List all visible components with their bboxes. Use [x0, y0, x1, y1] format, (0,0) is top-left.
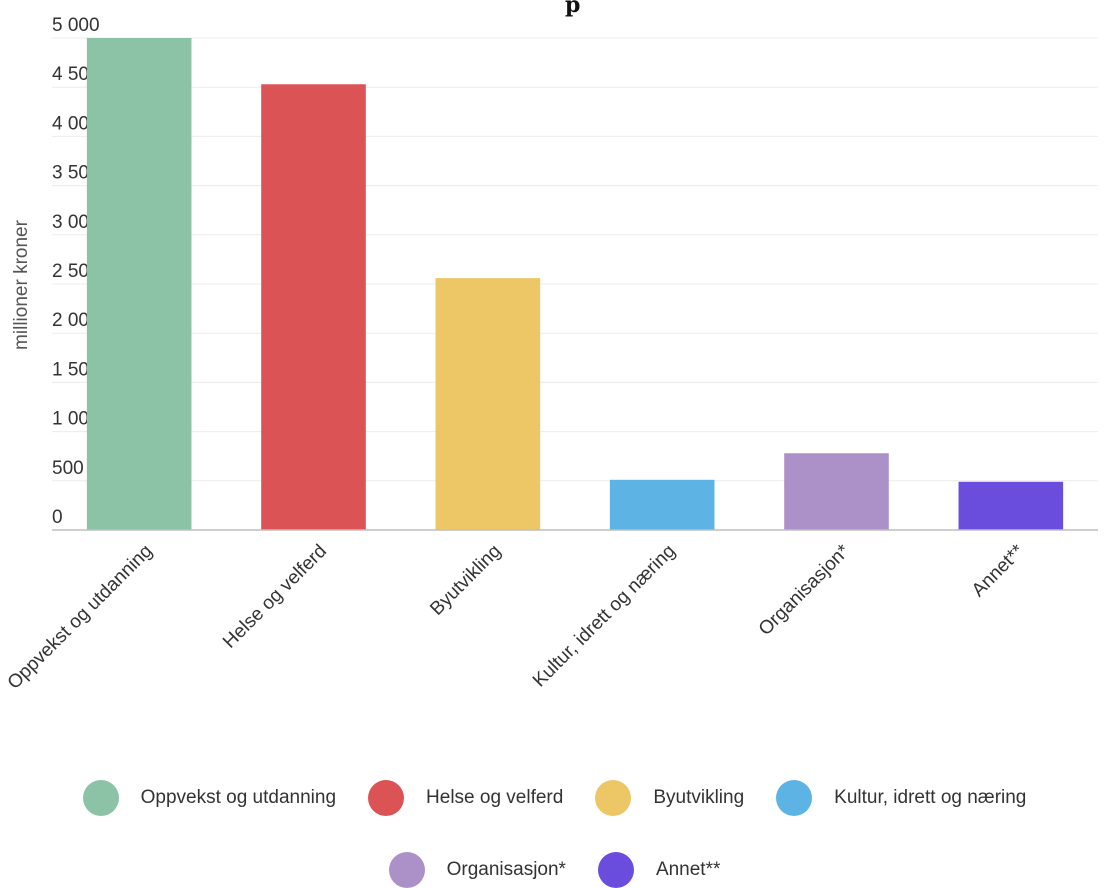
legend-label: Organisasjon* [446, 859, 566, 880]
bar[interactable] [958, 481, 1064, 530]
bar[interactable] [86, 38, 192, 530]
legend-swatch [388, 852, 425, 888]
bar[interactable] [435, 278, 541, 530]
legend-row-2: Organisasjon* Annet** [0, 852, 1109, 888]
y-tick-label: 5 000 [52, 15, 100, 36]
legend-label: Oppvekst og utdanning [140, 787, 337, 808]
bar[interactable] [609, 479, 715, 530]
x-category-label: Annet** [968, 540, 1029, 601]
legend-item[interactable]: Organisasjon* [388, 852, 566, 888]
y-tick-label: 500 [52, 458, 84, 479]
legend-label: Byutvikling [653, 787, 745, 808]
x-category-label: Byutvikling [426, 541, 505, 620]
legend-item[interactable]: Helse og velferd [368, 780, 563, 816]
bars [86, 38, 1064, 531]
x-category-label: Oppvekst og utdanning [4, 541, 157, 694]
legend-label: Kultur, idrett og næring [834, 787, 1027, 808]
legend-item[interactable]: Annet** [597, 852, 721, 888]
legend-label: Annet** [655, 859, 721, 880]
legend-item[interactable]: Byutvikling [595, 780, 744, 816]
chart-title-fragment: p [565, 0, 580, 18]
y-axis-title: millioner kroner [11, 219, 32, 350]
legend-swatch [597, 852, 634, 888]
legend-item[interactable]: Kultur, idrett og næring [776, 780, 1026, 816]
x-axis-category-labels: Oppvekst og utdanning Helse og velferd Byu… [4, 540, 1029, 693]
legend-swatch [595, 780, 632, 816]
gridlines [52, 37, 1098, 482]
x-category-label: Organisasjon* [755, 540, 855, 640]
bar[interactable] [784, 453, 889, 530]
legend-item[interactable]: Oppvekst og utdanning [82, 780, 337, 816]
x-category-label: Kultur, idrett og næring [529, 541, 680, 692]
legend-swatch [368, 780, 405, 816]
legend-label: Helse og velferd [426, 787, 564, 808]
bar[interactable] [261, 84, 366, 531]
x-category-label: Helse og velferd [219, 541, 331, 653]
legend-swatch [82, 780, 119, 816]
legend-swatch [776, 780, 813, 816]
legend-row-1: Oppvekst og utdanning Helse og velferd Byu… [0, 780, 1109, 816]
y-tick-label: 0 [52, 507, 63, 528]
